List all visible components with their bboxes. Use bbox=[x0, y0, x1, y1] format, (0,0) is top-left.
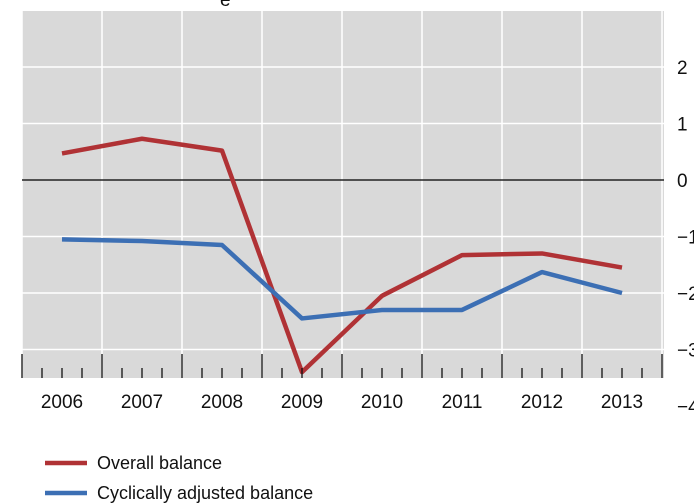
gridlines bbox=[21, 11, 664, 378]
x-tick-label: 2006 bbox=[41, 392, 83, 413]
y-tick-label: −1 bbox=[677, 228, 694, 249]
x-tick-label: 2013 bbox=[601, 392, 643, 413]
x-axis-ticks: 2006 2007 2008 2009 2010 2011 2012 2013 bbox=[21, 354, 663, 413]
x-tick-label: 2008 bbox=[201, 392, 243, 413]
y-tick-label: −2 bbox=[677, 284, 694, 305]
y-tick-label: 2 bbox=[677, 58, 688, 79]
x-tick-label: 2011 bbox=[442, 392, 483, 413]
x-tick-label: 2007 bbox=[121, 392, 163, 413]
y-tick-label: 1 bbox=[677, 115, 688, 136]
series-line-cyclically-adjusted-balance bbox=[61, 237, 623, 321]
x-tick-label: 2012 bbox=[521, 392, 563, 413]
legend-label: Overall balance bbox=[97, 453, 222, 473]
y-tick-label: −3 bbox=[677, 341, 694, 362]
series-lines bbox=[61, 136, 623, 375]
series-line-overall-balance bbox=[61, 136, 623, 375]
legend: Overall balance Cyclically adjusted balan… bbox=[45, 453, 313, 503]
y-tick-label: −4 bbox=[677, 397, 694, 418]
x-tick-label: 2009 bbox=[281, 392, 323, 413]
x-tick-label: 2010 bbox=[361, 392, 403, 413]
legend-label: Cyclically adjusted balance bbox=[97, 483, 313, 503]
partial-header-text: e bbox=[220, 0, 231, 11]
y-tick-label: 0 bbox=[677, 171, 688, 192]
plot-background bbox=[22, 11, 664, 378]
y-axis-tick-labels: 2 1 0 −1 −2 −3 −4 bbox=[677, 58, 694, 418]
